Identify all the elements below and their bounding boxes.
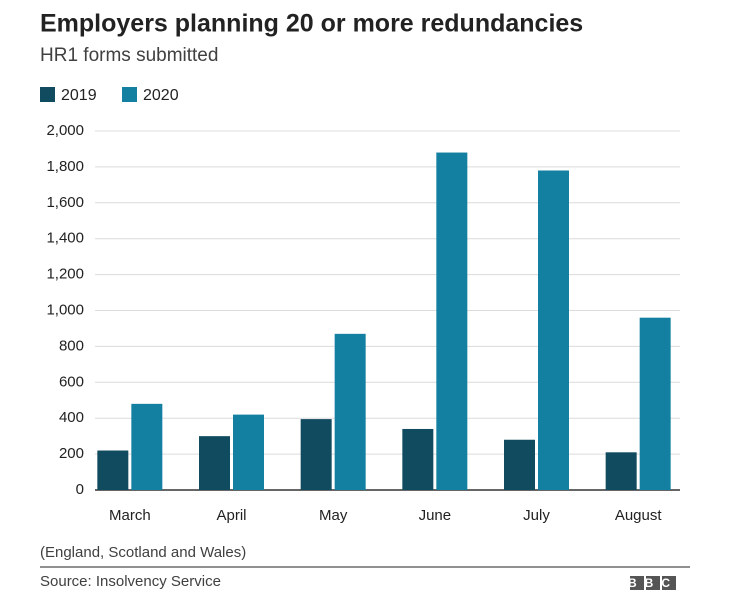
source: Source: Insolvency Service [40,573,221,590]
chart-title: Employers planning 20 or more redundanci… [40,10,583,38]
bar [605,452,637,490]
y-tick-label: 1,400 [46,230,84,247]
x-tick-label: July [523,507,550,524]
y-tick-label: 2,000 [46,122,84,139]
y-tick-label: 1,000 [46,301,84,318]
y-tick-label: 600 [59,373,84,390]
y-tick-label: 0 [76,481,84,498]
bar [334,333,366,490]
x-tick-label: May [319,507,348,524]
bar [199,436,230,490]
bar [538,170,569,491]
x-tick-label: March [109,507,151,524]
x-tick-label: August [615,507,663,524]
logo: BBC [628,576,678,590]
legend-label: 2020 [143,87,179,104]
note: (England, Scotland and Wales) [40,544,246,561]
y-tick-label: 1,600 [46,194,84,211]
y-tick-label: 200 [59,445,84,462]
bar [233,414,264,490]
chart-subtitle: HR1 forms submitted [40,45,218,66]
x-tick-label: April [216,507,246,524]
bar [436,152,468,491]
legend-swatch [122,87,137,102]
y-tick-label: 400 [59,409,84,426]
y-tick-label: 1,800 [46,158,84,175]
bar [131,403,163,490]
bar [504,439,535,490]
y-tick-label: 1,200 [46,266,84,283]
bar [402,428,434,490]
logo-boxes [630,576,676,590]
bar [300,419,332,490]
legend-swatch [40,87,55,102]
bar [97,450,129,490]
legend-label: 2019 [61,87,97,104]
x-tick-label: June [419,507,452,524]
bar [639,317,671,490]
y-tick-label: 800 [59,337,84,354]
